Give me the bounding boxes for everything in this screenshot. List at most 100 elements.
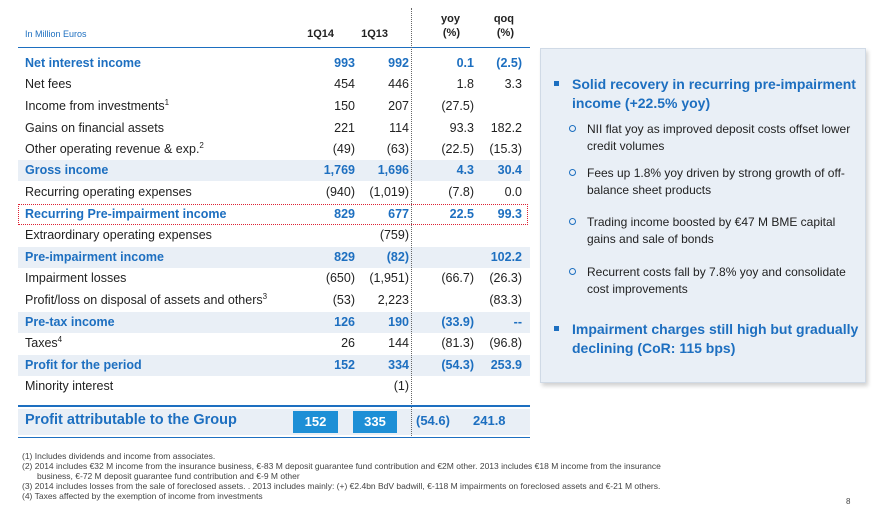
cell-1q13: 334 — [388, 358, 409, 372]
cell-1q13: 2,223 — [377, 293, 409, 307]
page-number: 8 — [846, 497, 851, 506]
cell-yoy: 0.1 — [456, 56, 474, 70]
cell-yoy: (66.7) — [441, 271, 474, 285]
row-label: Income from investments1 — [25, 97, 170, 113]
header-divider — [18, 47, 530, 48]
total-yoy: (54.6) — [416, 413, 450, 428]
row-label: Taxes4 — [25, 334, 63, 350]
cell-yoy: (33.9) — [441, 315, 474, 329]
table-row: Pre-impairment income 829 (82) 102.2 — [18, 247, 528, 268]
cell-1q14: 454 — [334, 77, 355, 91]
cell-1q14: (53) — [332, 293, 355, 307]
cell-qoq: -- — [513, 315, 522, 329]
table-row: Impairment losses (650) (1,951) (66.7) (26.3… — [18, 268, 528, 289]
cell-yoy: (27.5) — [441, 99, 474, 113]
cell-qoq: (96.8) — [489, 336, 522, 350]
table-row: Gross income 1,769 1,696 4.3 30.4 — [18, 160, 528, 181]
table-row: Net interest income 993 992 0.1 (2.5) — [18, 53, 528, 74]
cell-1q14: (940) — [325, 185, 355, 199]
footnote-3: (3) 2014 includes losses from the sale o… — [22, 481, 661, 491]
cell-1q14: (49) — [332, 142, 355, 156]
cell-1q13: 1,696 — [377, 163, 409, 177]
cell-1q14: 829 — [334, 207, 355, 221]
row-label: Gross income — [25, 163, 109, 177]
col-header-qoq: qoq (%) — [493, 13, 514, 39]
cell-1q14: 126 — [334, 315, 355, 329]
cell-1q13: 144 — [388, 336, 409, 350]
cell-yoy: (22.5) — [441, 142, 474, 156]
unit-label: In Million Euros — [25, 29, 87, 39]
table-row: Other operating revenue & exp.2 (49) (63) (… — [18, 139, 528, 160]
cell-1q13: (1,019) — [369, 185, 409, 199]
footnote-2: (2) 2014 includes €32 M income from the … — [22, 461, 661, 471]
footnotes: (1) Includes dividends and income from a… — [22, 451, 842, 501]
footnote-ref: 4 — [57, 334, 63, 344]
row-shade-total — [18, 409, 530, 435]
cell-1q14: 150 — [334, 99, 355, 113]
row-shade-pre-tax — [18, 312, 530, 333]
cell-1q14: 152 — [334, 358, 355, 372]
cell-1q13: 992 — [388, 56, 409, 70]
cell-1q13: (82) — [386, 250, 409, 264]
cell-qoq: 182.2 — [490, 121, 522, 135]
footnote-ref: 3 — [262, 291, 268, 301]
column-divider — [411, 8, 412, 438]
cell-1q13: 446 — [388, 77, 409, 91]
cell-qoq: 99.3 — [497, 207, 522, 221]
row-label: Recurring Pre-impairment income — [25, 207, 227, 221]
cell-qoq: 0.0 — [504, 185, 522, 199]
table-row: Taxes4 26 144 (81.3) (96.8) — [18, 333, 528, 354]
cell-1q13: 677 — [388, 207, 409, 221]
table-row: Pre-tax income 126 190 (33.9) -- — [18, 312, 528, 333]
table-row: Recurring Pre-impairment income 829 677 22.… — [18, 204, 528, 225]
cell-1q13: 114 — [389, 121, 409, 135]
cell-1q14: 1,769 — [323, 163, 355, 177]
circle-bullet-icon — [569, 169, 576, 176]
cell-yoy: 22.5 — [449, 207, 474, 221]
table-row: Income from investments1 150 207 (27.5) — [18, 96, 528, 117]
row-label: Gains on financial assets — [25, 121, 164, 135]
table-row: Recurring operating expenses (940) (1,019)… — [18, 182, 528, 203]
total-1q14-box: 152 — [293, 411, 338, 433]
total-1q13-box: 335 — [353, 411, 397, 433]
cell-yoy: (81.3) — [441, 336, 474, 350]
footnote-ref: 2 — [199, 140, 204, 150]
circle-bullet-icon — [569, 268, 576, 275]
cell-1q14: 221 — [334, 121, 355, 135]
footnote-2-cont: business, €-72 M deposit guarantee fund … — [37, 471, 300, 481]
cell-1q13: 207 — [388, 99, 409, 113]
row-label: Profit for the period — [25, 358, 142, 372]
cell-1q14: (650) — [325, 271, 355, 285]
cell-1q13: (1) — [393, 379, 409, 393]
cell-qoq: (15.3) — [489, 142, 522, 156]
square-bullet-icon — [554, 81, 559, 86]
row-shade-gross-income — [18, 160, 530, 181]
total-label: Profit attributable to the Group — [25, 412, 237, 428]
cell-1q14: 26 — [341, 336, 355, 350]
total-top-rule — [18, 405, 530, 407]
cell-1q14: 993 — [334, 56, 355, 70]
row-label: Pre-impairment income — [25, 250, 164, 264]
cell-1q13: (1,951) — [369, 271, 409, 285]
total-row: Profit attributable to the Group 152 335… — [18, 409, 530, 435]
cell-1q13: (759) — [379, 228, 409, 242]
row-label: Extraordinary operating expenses — [25, 228, 212, 242]
row-shade-pre-impairment — [18, 247, 530, 268]
cell-yoy: 4.3 — [456, 163, 474, 177]
total-qoq: 241.8 — [473, 413, 506, 428]
cell-qoq: (2.5) — [496, 56, 522, 70]
cell-qoq: 253.9 — [490, 358, 522, 372]
footnote-4: (4) Taxes affected by the exemption of i… — [22, 491, 263, 501]
cell-qoq: 30.4 — [497, 163, 522, 177]
cell-qoq: (83.3) — [489, 293, 522, 307]
total-bottom-rule — [18, 437, 530, 438]
row-shade-profit-period — [18, 355, 530, 376]
row-label: Recurring operating expenses — [25, 185, 192, 199]
circle-bullet-icon — [569, 125, 576, 132]
cell-yoy: 1.8 — [456, 77, 474, 91]
row-label: Profit/loss on disposal of assets and ot… — [25, 291, 268, 307]
cell-1q13: 190 — [388, 315, 409, 329]
cell-1q13: (63) — [386, 142, 409, 156]
footnote-ref: 1 — [164, 97, 170, 107]
cell-qoq: (26.3) — [489, 271, 522, 285]
